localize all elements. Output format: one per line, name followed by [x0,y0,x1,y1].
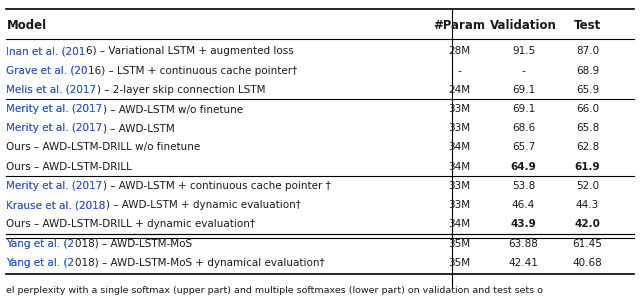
Text: Grave et al. (20: Grave et al. (20 [6,66,88,76]
Text: 33M: 33M [449,181,470,191]
Text: ) – 2-layer skip connection LSTM: ) – 2-layer skip connection LSTM [97,85,265,95]
Text: 62.8: 62.8 [576,142,599,152]
Text: 46.4: 46.4 [512,200,535,210]
Text: Ours – AWD-LSTM-DRILL + dynamic evaluation†: Ours – AWD-LSTM-DRILL + dynamic evaluati… [6,219,255,229]
Text: Melis et al. (2017: Melis et al. (2017 [6,85,97,95]
Text: 34M: 34M [449,162,470,172]
Text: 24M: 24M [449,85,470,95]
Text: 018) – AWD-LSTM-MoS: 018) – AWD-LSTM-MoS [74,239,191,249]
Text: 34M: 34M [449,142,470,152]
Text: Ours – AWD-LSTM-DRILL: Ours – AWD-LSTM-DRILL [6,162,132,172]
Text: 42.0: 42.0 [575,219,600,229]
Text: 69.1: 69.1 [512,104,535,114]
Text: Yang et al. (2: Yang et al. (2 [6,239,74,249]
Text: Model: Model [6,20,47,32]
Text: Yang et al. (2: Yang et al. (2 [6,258,74,268]
Text: Yang et al. (2: Yang et al. (2 [6,239,74,249]
Text: Merity et al. (2017: Merity et al. (2017 [6,181,102,191]
Text: ) – AWD-LSTM: ) – AWD-LSTM [102,123,174,133]
Text: Merity et al. (2017: Merity et al. (2017 [6,104,102,114]
Text: -: - [458,66,461,76]
Text: el perplexity with a single softmax (upper part) and multiple softmaxes (lower p: el perplexity with a single softmax (upp… [6,286,543,295]
Text: 6) – Variational LSTM + augmented loss: 6) – Variational LSTM + augmented loss [86,46,294,56]
Text: 91.5: 91.5 [512,46,535,56]
Text: 34M: 34M [449,219,470,229]
Text: Grave et al. (20: Grave et al. (20 [6,66,88,76]
Text: 52.0: 52.0 [576,181,599,191]
Text: 61.9: 61.9 [575,162,600,172]
Text: 63.88: 63.88 [509,239,538,249]
Text: 65.7: 65.7 [512,142,535,152]
Text: 68.9: 68.9 [576,66,599,76]
Text: 33M: 33M [449,123,470,133]
Text: 35M: 35M [449,239,470,249]
Text: 33M: 33M [449,200,470,210]
Text: Krause et al. (2018: Krause et al. (2018 [6,200,106,210]
Text: 16) – LSTM + continuous cache pointer†: 16) – LSTM + continuous cache pointer† [88,66,297,76]
Text: 65.8: 65.8 [576,123,599,133]
Text: 44.3: 44.3 [576,200,599,210]
Text: Melis et al. (2017: Melis et al. (2017 [6,85,97,95]
Text: Krause et al. (2018: Krause et al. (2018 [6,200,106,210]
Text: 64.9: 64.9 [511,162,536,172]
Text: 69.1: 69.1 [512,85,535,95]
Text: Merity et al. (2017: Merity et al. (2017 [6,104,102,114]
Text: 61.45: 61.45 [573,239,602,249]
Text: 35M: 35M [449,258,470,268]
Text: Inan et al. (201: Inan et al. (201 [6,46,86,56]
Text: 68.6: 68.6 [512,123,535,133]
Text: Validation: Validation [490,20,557,32]
Text: ) – AWD-LSTM w/o finetune: ) – AWD-LSTM w/o finetune [102,104,243,114]
Text: #Param: #Param [433,20,486,32]
Text: Yang et al. (2: Yang et al. (2 [6,258,74,268]
Text: Merity et al. (2017: Merity et al. (2017 [6,123,102,133]
Text: 66.0: 66.0 [576,104,599,114]
Text: ) – AWD-LSTM + dynamic evaluation†: ) – AWD-LSTM + dynamic evaluation† [106,200,301,210]
Text: 33M: 33M [449,104,470,114]
Text: Merity et al. (2017: Merity et al. (2017 [6,123,102,133]
Text: Inan et al. (201: Inan et al. (201 [6,46,86,56]
Text: 65.9: 65.9 [576,85,599,95]
Text: ) – AWD-LSTM + continuous cache pointer †: ) – AWD-LSTM + continuous cache pointer … [102,181,330,191]
Text: 87.0: 87.0 [576,46,599,56]
Text: 28M: 28M [449,46,470,56]
Text: Ours – AWD-LSTM-DRILL w/o finetune: Ours – AWD-LSTM-DRILL w/o finetune [6,142,201,152]
Text: -: - [522,66,525,76]
Text: Merity et al. (2017: Merity et al. (2017 [6,181,102,191]
Text: 53.8: 53.8 [512,181,535,191]
Text: 42.41: 42.41 [509,258,538,268]
Text: 43.9: 43.9 [511,219,536,229]
Text: 018) – AWD-LSTM-MoS + dynamical evaluation†: 018) – AWD-LSTM-MoS + dynamical evaluati… [74,258,324,268]
Text: Test: Test [574,20,601,32]
Text: 40.68: 40.68 [573,258,602,268]
